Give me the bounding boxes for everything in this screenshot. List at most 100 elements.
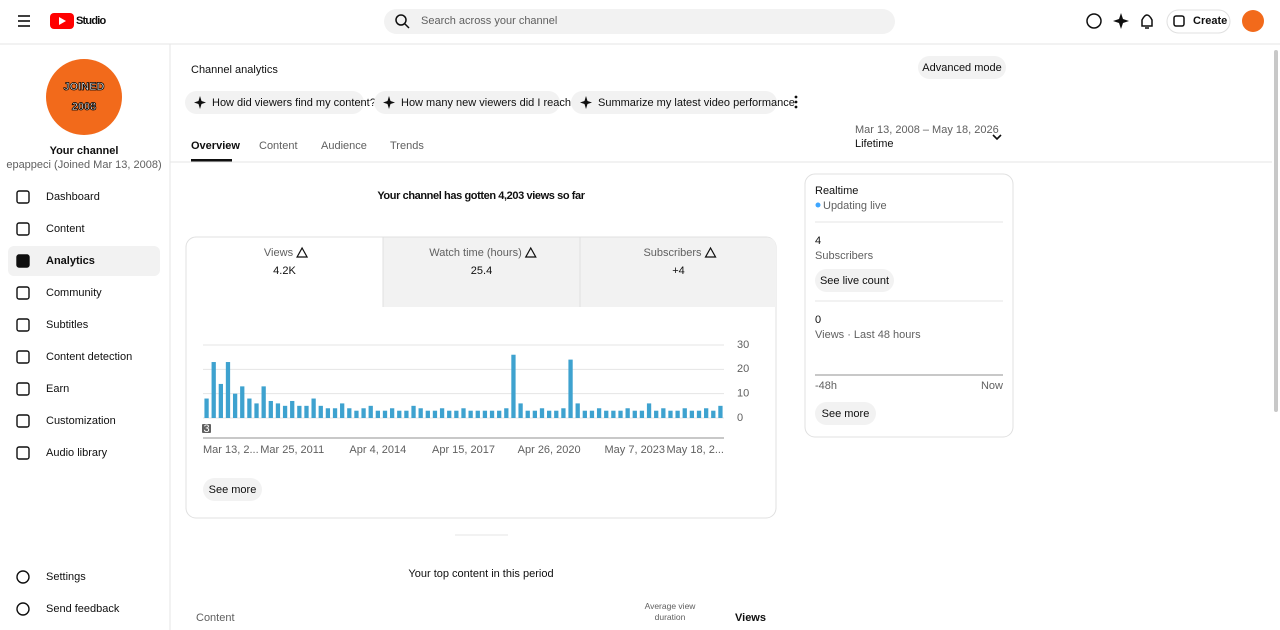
prompt-chip[interactable]	[374, 91, 560, 114]
logo-text[interactable]: Studio	[76, 15, 107, 27]
page-title: Channel analytics	[191, 64, 278, 76]
create-label: Create	[1193, 15, 1227, 27]
tab[interactable]: Overview	[191, 140, 240, 152]
metric-label[interactable]: Views	[264, 247, 294, 259]
nav-item[interactable]: Settings	[46, 571, 86, 583]
bar	[318, 405, 323, 418]
bar	[489, 410, 495, 418]
bar	[332, 408, 338, 418]
nav-item[interactable]: Subtitles	[46, 319, 89, 331]
bar	[682, 408, 687, 418]
bar	[646, 403, 652, 418]
more-icon[interactable]	[794, 95, 798, 109]
tab[interactable]: Audience	[321, 140, 367, 152]
metrics: Views 4.2K Watch time (hours) 25.4 Subscribe…	[264, 246, 717, 277]
badge	[202, 424, 211, 433]
subscribers-value: 4	[815, 235, 821, 247]
prompt-chip[interactable]	[571, 91, 777, 114]
nav-item[interactable]: Send feedback	[46, 603, 120, 615]
see-more-label: See more	[209, 484, 257, 496]
bar	[518, 403, 523, 418]
nav-item[interactable]: Analytics	[46, 255, 95, 267]
nav-item[interactable]: Audio library	[46, 447, 108, 459]
warning-icon	[524, 246, 537, 258]
tab[interactable]: Content	[259, 140, 298, 152]
realtime-see-more-button[interactable]	[815, 402, 876, 425]
channel-name: Your channel	[50, 145, 119, 157]
bar	[504, 408, 509, 418]
nav-icon	[16, 190, 30, 204]
bar	[554, 410, 559, 418]
period-chevron[interactable]	[992, 134, 1002, 141]
warning-icon	[704, 246, 717, 258]
nav-icon	[16, 446, 30, 460]
nav-item[interactable]: Dashboard	[46, 191, 100, 203]
bar	[482, 410, 488, 418]
table-header[interactable]: Views	[735, 612, 766, 624]
bar	[311, 398, 316, 418]
period[interactable]: Lifetime	[855, 138, 894, 150]
x-tick-label: Apr 4, 2014	[349, 444, 406, 456]
nav-icon	[16, 318, 30, 332]
menu-icon[interactable]	[18, 15, 30, 27]
headline: Your channel has gotten 4,203 views so f…	[377, 190, 585, 202]
bar	[468, 410, 473, 418]
channel-sub: epappeci (Joined Mar 13, 2008)	[6, 159, 161, 171]
nav-item[interactable]: Content detection	[46, 351, 132, 363]
views-label: Views · Last 48 hours	[815, 329, 921, 341]
see-more-button[interactable]	[203, 478, 262, 501]
scrollbar[interactable]	[1274, 50, 1278, 412]
views-value: 0	[815, 314, 821, 326]
bar	[547, 410, 552, 418]
channel-avatar[interactable]	[46, 59, 122, 135]
bar	[575, 403, 580, 418]
y-tick-label: 0	[737, 412, 743, 424]
bar	[589, 410, 595, 418]
bar	[711, 410, 716, 418]
advanced-button[interactable]	[918, 56, 1006, 79]
metric-label[interactable]: Subscribers	[643, 247, 702, 259]
logo-play	[59, 17, 66, 25]
tab[interactable]: Trends	[390, 140, 424, 152]
bar	[447, 410, 452, 418]
bar	[354, 410, 359, 418]
avatar-text: 2008	[72, 101, 96, 113]
bar	[304, 405, 309, 418]
nav-icon	[16, 602, 30, 616]
realtime-axis-end: Now	[981, 380, 1003, 392]
subscribers-label: Subscribers	[815, 250, 874, 262]
search-box[interactable]	[384, 9, 895, 34]
y-tick-label: 10	[737, 388, 749, 400]
nav-item[interactable]: Community	[46, 287, 102, 299]
live-count-button[interactable]	[815, 269, 894, 292]
nav-item[interactable]: Customization	[46, 415, 116, 427]
bell-icon[interactable]	[1141, 14, 1153, 29]
bar	[254, 403, 259, 418]
sparkle-icon	[194, 96, 206, 109]
metric-value: +4	[672, 265, 685, 277]
prompt-chip[interactable]	[185, 91, 364, 114]
metric-label[interactable]: Watch time (hours)	[429, 247, 522, 259]
bar	[639, 410, 645, 418]
date-range: Mar 13, 2008 – May 18, 2026	[855, 124, 999, 136]
tab-underline	[191, 159, 232, 162]
sparkle-icon	[383, 96, 395, 109]
search-icon	[395, 14, 407, 26]
bar	[425, 410, 430, 418]
sparkle-icon[interactable]	[1113, 13, 1129, 29]
bar	[432, 410, 438, 418]
help-icon[interactable]	[1086, 13, 1102, 29]
nav-item[interactable]: Content	[46, 223, 85, 235]
bar	[225, 362, 231, 418]
bar	[625, 408, 630, 418]
bar	[618, 410, 623, 418]
bar	[397, 410, 402, 418]
nav-item[interactable]: Earn	[46, 383, 69, 395]
bar	[689, 410, 695, 418]
bar	[654, 410, 659, 418]
bar	[696, 410, 702, 418]
bar	[539, 408, 545, 418]
x-tick-label: Apr 26, 2020	[518, 444, 581, 456]
account-avatar[interactable]	[1242, 10, 1264, 32]
